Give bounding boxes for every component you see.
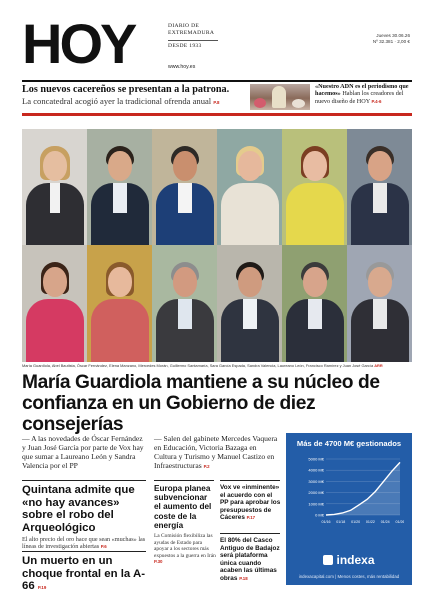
government-photo-grid[interactable] — [22, 129, 412, 362]
story-caceres-page: P.17 — [246, 515, 256, 521]
edition-issue: Nº 32.381 · 2,00 € — [372, 39, 410, 44]
story-arqueologico-page: P.6 — [100, 544, 107, 550]
ad-growth-chart: 5000 M€4000 M€3000 M€2000 M€1000 M€0 M€ … — [308, 457, 405, 525]
story-divider-2 — [22, 551, 146, 552]
indexa-advertisement[interactable]: Más de 4700 M€ gestionados 5000 M€ 4000 M… — [286, 433, 412, 585]
story-badajoz[interactable]: El 80% del Casco Antiguo de Badajoz será… — [220, 537, 282, 583]
story-badajoz-title: El 80% del Casco Antiguo de Badajoz será… — [220, 537, 282, 583]
story-arqueologico[interactable]: Quintana admite que «no hay avances» sob… — [22, 484, 148, 551]
main-headline[interactable]: María Guardiola mantiene a su núcleo de … — [22, 372, 380, 435]
teaser-left-sub: La concatedral acogió ayer la tradiciona… — [22, 96, 244, 108]
ad-x-tick-label: 01/24 — [381, 520, 390, 524]
portrait-3 — [152, 129, 217, 245]
ad-brand-icon — [323, 555, 334, 565]
portrait-9 — [152, 245, 217, 362]
teaser-right-bold: «Nuestro ADN es el periodismo que hacemo… — [315, 83, 409, 98]
story-a66-title-text: Un muerto en un choque frontal en la A-6… — [22, 555, 145, 592]
teaser-photo-virgin[interactable] — [250, 84, 310, 110]
story-a66-title: Un muerto en un choque frontal en la A-6… — [22, 555, 148, 595]
main-bullet-1: — A las novedades de Óscar Fernández y J… — [22, 434, 144, 470]
masthead-subtitle-1: DIARIO DE — [168, 23, 200, 29]
edition-date: Jueves 30.06.26 — [376, 33, 410, 38]
story-badajoz-page: P.18 — [239, 575, 248, 581]
story-europa-summary: La Comisión flexibiliza las ayudas de Es… — [154, 533, 216, 566]
portrait-7 — [22, 245, 87, 362]
teaser-right-page: P.4-6 — [371, 98, 382, 104]
ad-x-tick-label: 01/26 — [396, 520, 405, 524]
flowers-left — [254, 98, 266, 108]
photo-caption: María Guardiola, Abel Bautista, Óscar Fe… — [22, 363, 412, 368]
ad-y-tick-label: 4000 M€ — [308, 468, 324, 473]
ad-x-tick-label: 01/18 — [336, 520, 345, 524]
section-rule-red — [22, 113, 412, 116]
ad-x-tick-label: 01/22 — [366, 520, 375, 524]
masthead-since: DESDE 1933 — [168, 43, 202, 49]
main-bullet-2-page: P.2 — [203, 464, 210, 469]
story-europa-page: P.30 — [154, 559, 163, 565]
statue-figure — [272, 86, 286, 108]
teaser-left-sub-text: La concatedral acogió ayer la tradiciona… — [22, 96, 212, 106]
main-bullet-1-text: A las novedades de Óscar Fernández y Jua… — [22, 434, 144, 470]
portrait-8 — [87, 245, 152, 362]
main-bullet-2-text: Salen del gabinete Mercedes Vaquera en E… — [154, 434, 278, 470]
ad-x-tick-label: 01/16 — [322, 520, 331, 524]
masthead-url[interactable]: www.hoy.es — [168, 64, 196, 70]
story-divider-3 — [154, 480, 214, 481]
teaser-cacerenos[interactable]: Los nuevos cacereños se presentan a la p… — [22, 84, 244, 108]
ad-growth-line — [325, 461, 401, 516]
ad-x-tick-label: 01/20 — [351, 520, 360, 524]
main-bullet-2: — Salen del gabinete Mercedes Vaquera en… — [154, 434, 278, 470]
story-europa-text: La Comisión flexibiliza las ayudas de Es… — [154, 533, 216, 559]
flowers-right — [292, 99, 305, 108]
story-caceres-budget[interactable]: Vox ve «inminente» el acuerdo con el PP … — [220, 484, 282, 522]
story-a66-page: P.19 — [37, 585, 47, 590]
ad-y-tick-label: 3000 M€ — [308, 479, 324, 484]
teaser-left-page: P.8 — [213, 100, 220, 105]
story-caceres-title-text: Vox ve «inminente» el acuerdo con el PP … — [220, 484, 281, 522]
masthead-rule — [22, 80, 412, 82]
masthead-date-block: Jueves 30.06.26 Nº 32.381 · 2,00 € — [373, 33, 410, 45]
story-badajoz-title-text: El 80% del Casco Antiguo de Badajoz será… — [220, 537, 280, 582]
portrait-5 — [282, 129, 347, 245]
story-divider-4 — [220, 480, 280, 481]
ad-footer: indexacapital.com | Menos costes, más re… — [298, 574, 400, 579]
story-divider-1 — [22, 480, 146, 481]
teaser-adn[interactable]: «Nuestro ADN es el periodismo que hacemo… — [315, 83, 415, 105]
story-europa[interactable]: Europa planea subvencionar el aumento de… — [154, 484, 216, 566]
teaser-left-title: Los nuevos cacereños se presentan a la p… — [22, 84, 230, 95]
story-arqueologico-title: Quintana admite que «no hay avances» sob… — [22, 484, 135, 534]
masthead-subtitle-2: EXTREMADURA — [168, 30, 215, 36]
portrait-6 — [347, 129, 412, 245]
ad-y-tick-label: 5000 M€ — [308, 457, 324, 462]
ad-brand: indexa — [286, 553, 412, 567]
portrait-11 — [282, 245, 347, 362]
ad-brand-name: indexa — [336, 553, 375, 567]
story-caceres-title: Vox ve «inminente» el acuerdo con el PP … — [220, 484, 282, 522]
ad-y-tick-label: 1000 M€ — [308, 501, 324, 506]
ad-growth-area — [326, 462, 400, 515]
ad-headline: Más de 4700 M€ gestionados — [296, 439, 402, 448]
portrait-12 — [347, 245, 412, 362]
masthead-divider — [168, 40, 218, 41]
masthead-logo: HOY — [22, 12, 137, 75]
portrait-1 — [22, 129, 87, 245]
story-europa-title: Europa planea subvencionar el aumento de… — [154, 484, 212, 530]
teaser-right-text: Hablan los creadores del nuevo diseño de… — [315, 90, 404, 105]
portrait-2 — [87, 129, 152, 245]
story-arqueologico-summary: El alto precio del oro hace que sean «mu… — [22, 536, 148, 551]
ad-y-tick-label: 2000 M€ — [308, 490, 324, 495]
story-a66[interactable]: Un muerto en un choque frontal en la A-6… — [22, 555, 148, 595]
masthead-subtitle: DIARIO DE EXTREMADURA DESDE 1933 — [168, 23, 218, 50]
ad-y-tick-label: 0 M€ — [315, 513, 325, 518]
teaser-right-text-block: «Nuestro ADN es el periodismo que hacemo… — [315, 83, 415, 105]
story-divider-5 — [220, 533, 280, 534]
portrait-10 — [217, 245, 282, 362]
portrait-4 — [217, 129, 282, 245]
story-arqueologico-text: El alto precio del oro hace que sean «mu… — [22, 536, 146, 551]
photo-caption-page: ARR — [374, 363, 383, 368]
photo-caption-text: María Guardiola, Abel Bautista, Óscar Fe… — [22, 363, 374, 368]
